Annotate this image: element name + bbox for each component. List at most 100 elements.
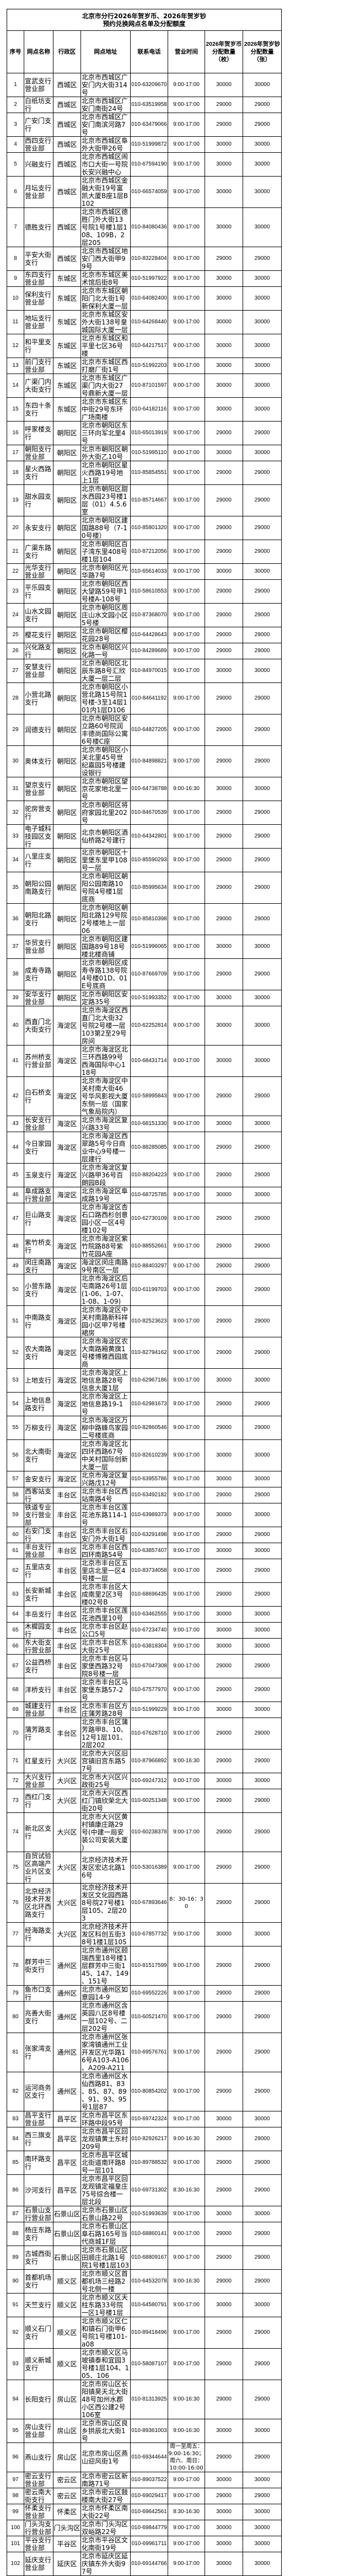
- cell-address: 北京市海淀区上地信息路28号信息大厦1层: [80, 1368, 131, 1393]
- cell-note-quota: 30000: [242, 2536, 282, 2552]
- cell-district: 通州区: [53, 2072, 81, 2111]
- cell-phone: 010-82794162: [130, 1337, 168, 1369]
- table-row: 50 小营东路支行 海淀区 北京市海淀区后屯南路26号1层(1-06、1-07、1-0…: [7, 1274, 282, 1306]
- table-row: 46 阜成路支行营业部 海淀区 北京市海淀区阜成路19号 010-68725785 9:0…: [7, 1187, 282, 1203]
- table-row: 9 东四支行营业部 东城区 北京市东城区美术馆后街8号 010-51997922 9:00…: [7, 270, 282, 287]
- cell-hours: 9:00-17:00: [168, 1076, 205, 1116]
- cell-branch-name: 古城西街支行: [24, 2246, 53, 2270]
- cell-hours: 8：30-16：30: [168, 1883, 205, 1923]
- cell-phone: 010-82926217: [130, 2127, 168, 2151]
- cell-note-quota: 30000: [242, 1368, 282, 1393]
- cell-phone: 010-62252814: [130, 1006, 168, 1046]
- cell-phone: 010-68725785: [130, 1187, 168, 1203]
- cell-address: 北京市丰台区方庄蒲芳路28号: [80, 1702, 131, 1718]
- cell-phone: 010-63492182: [130, 1487, 168, 1503]
- cell-district: 海淀区: [53, 1416, 81, 1440]
- cell-address: 北京市平谷区文化南街19号: [80, 2536, 131, 2552]
- cell-hours: 9:00-17:00: [168, 903, 205, 935]
- cell-phone: 010-87966892: [130, 1749, 168, 1773]
- cell-hours: 9:00-17:00: [168, 461, 205, 485]
- table-row: 93 顺义新城支行 顺义区 北京市顺义区马坡镇泰和宜园3号楼1层104、105、106…: [7, 2348, 282, 2380]
- cell-coin-quota: 29000: [205, 1559, 243, 1583]
- cell-address: 北京市朝阳区十里堡东里甲108号一层: [80, 848, 131, 872]
- cell-address: 北京市朝阳区东三环向军北里4号: [80, 421, 131, 445]
- table-row: 99 怀柔支行营业部 怀柔区 北京市怀柔区南大街22号 010-69642561 8:30…: [7, 2504, 282, 2520]
- header-district: 行政区: [53, 30, 81, 73]
- cell-index: 4: [7, 136, 24, 153]
- cell-district: 朝阳区: [53, 872, 81, 904]
- cell-index: 28: [7, 682, 24, 714]
- cell-address: 北京市海淀区西翠路5号今日商业中心9号楼一层建行: [80, 1132, 131, 1164]
- cell-coin-quota: 30000: [205, 2206, 243, 2222]
- cell-coin-quota: 30000: [205, 152, 243, 177]
- cell-hours: 9:00-17:00: [168, 745, 205, 777]
- cell-address: 北京市朝阳区樱花园28号: [80, 627, 131, 643]
- cell-hours: 9:00-17:00: [168, 2317, 205, 2349]
- cell-district: 海淀区: [53, 1471, 81, 1487]
- cell-hours: 9:00-17:00: [168, 1638, 205, 1655]
- cell-coin-quota: 30000: [205, 1045, 243, 1077]
- cell-hours: 9:00-17:00: [168, 1812, 205, 1852]
- cell-branch-name: 中南路支行: [24, 1305, 53, 1337]
- cell-district: 朝阳区: [53, 659, 81, 683]
- cell-district: 海淀区: [53, 1392, 81, 1416]
- cell-hours: 9:00-17:00: [168, 958, 205, 990]
- cell-district: 海淀区: [53, 1203, 81, 1235]
- cell-district: 丰台区: [53, 1487, 81, 1503]
- cell-hours: 9:00-17:00: [168, 334, 205, 358]
- cell-branch-name: 闵庄南路支行: [24, 1258, 53, 1274]
- cell-phone: 010-65614033: [130, 563, 168, 580]
- table-row: 65 木樨园支行 丰台区 北京市丰台区赵公口5号 010-67234740 9:00-17…: [7, 1622, 282, 1639]
- cell-coin-quota: 29000: [205, 1487, 243, 1503]
- cell-phone: 010-64342801: [130, 824, 168, 849]
- cell-phone: 010-67857732: [130, 1922, 168, 1946]
- cell-district: 西城区: [53, 152, 81, 177]
- table-row: 94 长阳支行 房山区 北京市房山区长阳镇昊天北大街48号加州水郡小区西公建2号106…: [7, 2380, 282, 2419]
- cell-coin-quota: 29000: [205, 627, 243, 643]
- cell-hours: 9:00-17:00: [168, 2222, 205, 2246]
- cell-address: 北京市大兴区黄村镇康庄路29号(中建一局安装公司安装大厦): [80, 1812, 131, 1852]
- cell-index: 23: [7, 579, 24, 604]
- cell-district: 海淀区: [53, 1305, 81, 1337]
- cell-branch-name: 铁道专业支行营业部: [24, 1503, 53, 1527]
- cell-phone: 010-64182116: [130, 397, 168, 422]
- cell-address: 北京市东城区西打磨厂街1号: [80, 358, 131, 374]
- table-row: 7 德胜支行 西城区 北京市西城区德胜门外大街13号院1号楼1层108、109B，2层…: [7, 207, 282, 247]
- cell-coin-quota: 29000: [205, 801, 243, 825]
- cell-note-quota: 29000: [242, 1392, 282, 1416]
- table-row: 40 西直门北大街支行 海淀区 北京市海淀区西直门北大街32号院2号楼一层103第2至…: [7, 1006, 282, 1046]
- cell-coin-quota: 29000: [205, 745, 243, 777]
- cell-branch-name: 月坛支行营业部: [24, 176, 53, 208]
- table-row: 2 白纸坊支行 西城区 北京市西城区广安门南街24号 010-63519958 9:00-…: [7, 97, 282, 113]
- cell-phone: 010-64827205: [130, 714, 168, 746]
- cell-branch-name: 平安大街支行: [24, 247, 53, 271]
- cell-coin-quota: 30000: [205, 2536, 243, 2552]
- cell-index: 47: [7, 1203, 24, 1235]
- table-row: 30 奥体支行 朝阳区 北京市朝阳区小关北里45号世纪嘉园5号楼建设银行 010-848…: [7, 745, 282, 777]
- cell-district: 丰台区: [53, 1527, 81, 1543]
- cell-index: 77: [7, 1922, 24, 1946]
- cell-branch-name: 望京支行营业部: [24, 777, 53, 801]
- cell-hours: 9:00-17:00: [168, 579, 205, 604]
- cell-index: 32: [7, 801, 24, 825]
- cell-index: 55: [7, 1416, 24, 1440]
- cell-phone: 010-63989373: [130, 1503, 168, 1527]
- cell-district: 朝阳区: [53, 579, 81, 604]
- cell-coin-quota: 30000: [205, 2520, 243, 2536]
- cell-branch-name: 今日家园支行: [24, 1132, 53, 1164]
- cell-hours: 9:00-17:00: [168, 872, 205, 904]
- cell-address: 北京市石景山区阜石路165号当代商城1F层: [80, 2222, 131, 2246]
- cell-index: 17: [7, 445, 24, 461]
- cell-branch-name: 北大南街支行: [24, 1439, 53, 1471]
- cell-district: 朝阳区: [53, 540, 81, 564]
- cell-branch-name: 密云支行营业部: [24, 2472, 53, 2488]
- table-row: 29 润德支行 朝阳区 北京市朝阳区安立路60号院润丰德尚国际公寓6号楼C座 010-6…: [7, 714, 282, 746]
- cell-branch-name: 大兴支行营业部: [24, 1773, 53, 1789]
- cell-coin-quota: 29000: [205, 2033, 243, 2072]
- cell-address: 北京市丰台区莲花池西里10号: [80, 1606, 131, 1623]
- cell-index: 1: [7, 73, 24, 97]
- table-row: 88 杨庄东路支行 石景山区 北京市石景山区阜石路165号当代商城1F层 010-688…: [7, 2222, 282, 2246]
- cell-index: 54: [7, 1392, 24, 1416]
- cell-note-quota: 29000: [242, 1654, 282, 1678]
- cell-branch-name: 自贸试验区高端产业片区支行: [24, 1852, 53, 1884]
